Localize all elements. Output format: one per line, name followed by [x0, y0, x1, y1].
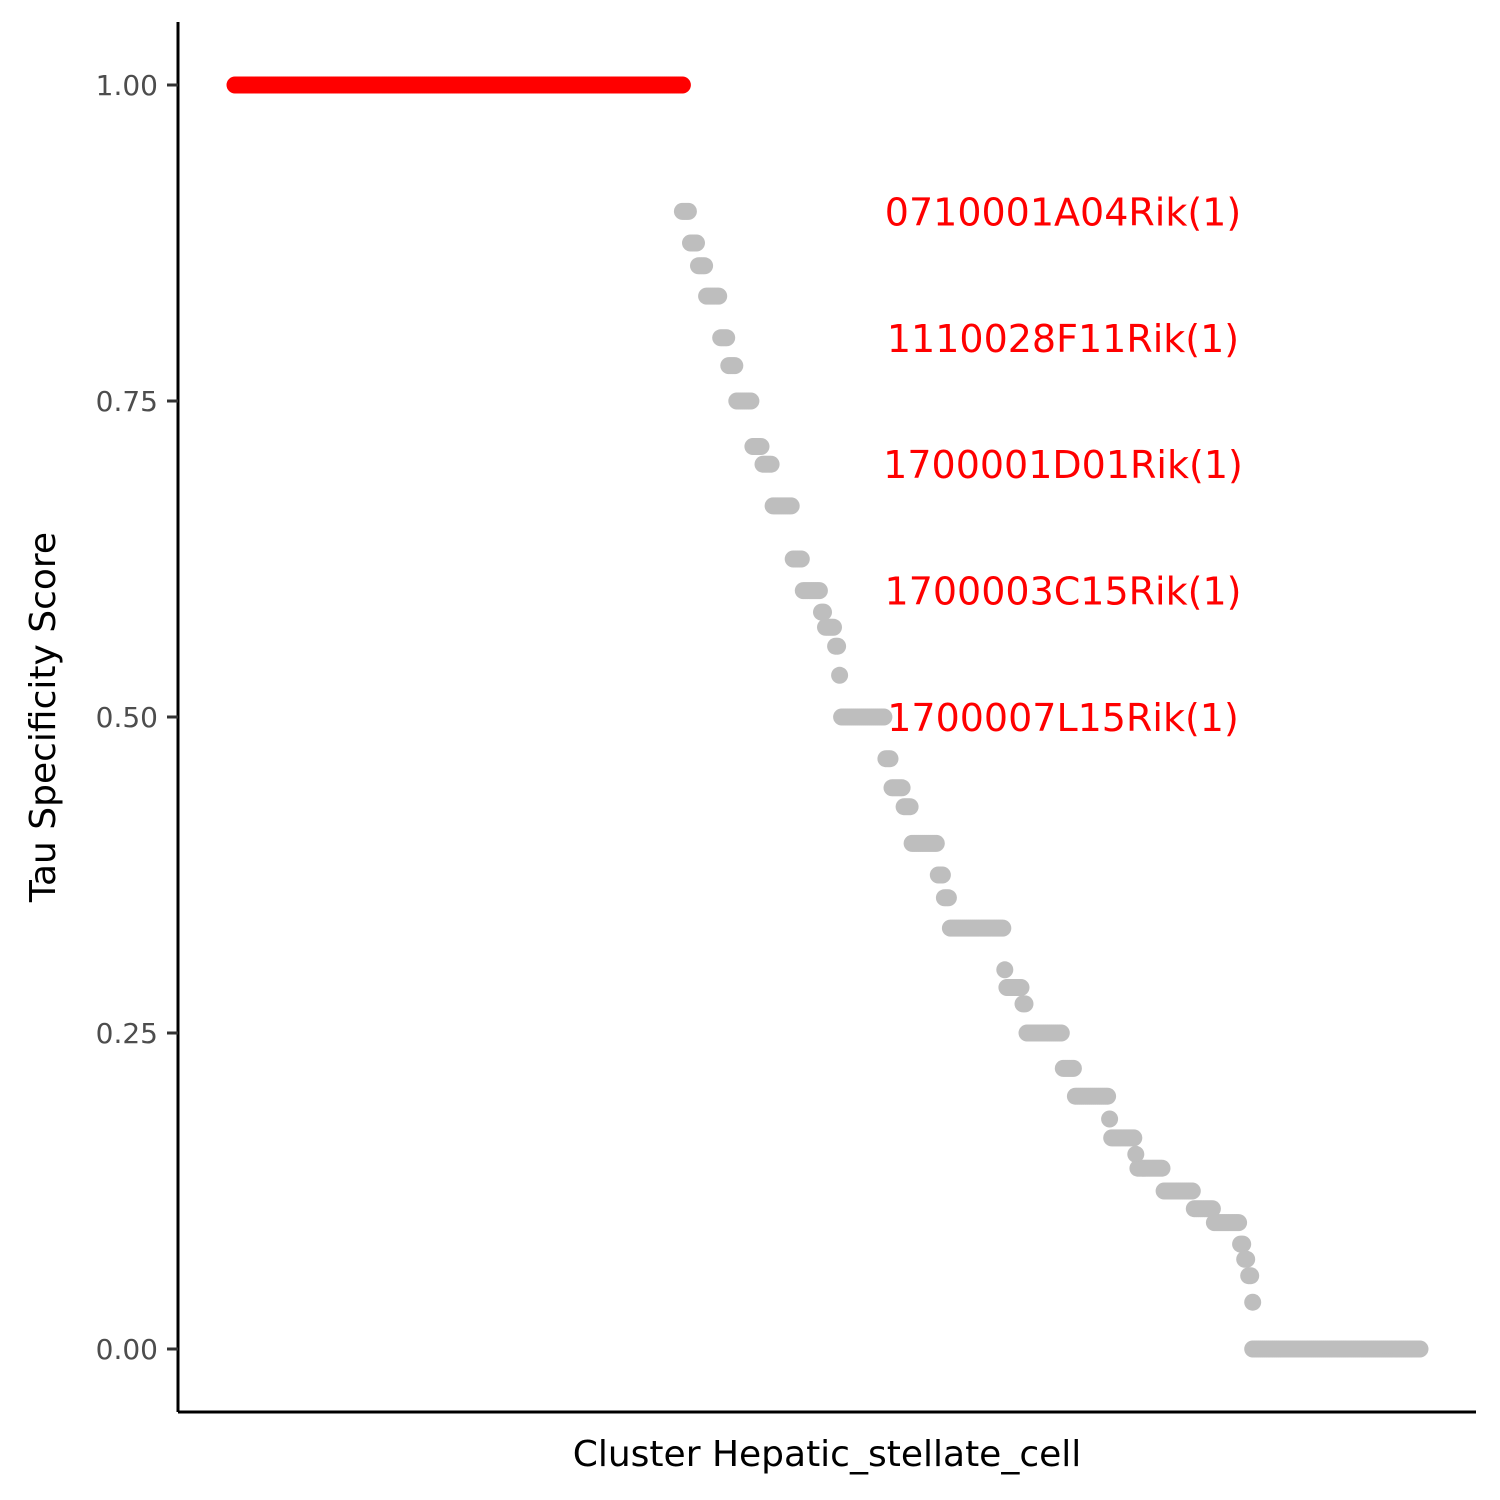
y-tick-label: 0.25	[96, 1017, 158, 1050]
data-point	[1203, 1200, 1221, 1218]
data-point	[1238, 1250, 1256, 1268]
gene-label: 1700001D01Rik(1)	[883, 443, 1243, 487]
data-point	[679, 202, 697, 220]
data-point	[782, 497, 800, 515]
data-point	[726, 357, 744, 375]
data-point	[762, 455, 780, 473]
y-axis-ticks: 0.00 0.25 0.50 0.75 1.00	[96, 69, 178, 1366]
y-tick-label: 0.00	[96, 1333, 158, 1366]
y-tick-label: 1.00	[96, 69, 158, 102]
data-point	[996, 961, 1014, 979]
data-point	[901, 798, 919, 816]
data-point	[875, 708, 893, 726]
data-point	[1012, 979, 1030, 996]
data-point	[792, 550, 810, 568]
data-point	[1242, 1267, 1260, 1285]
data-point	[831, 666, 849, 684]
data-point	[696, 257, 714, 275]
data-point	[688, 234, 705, 252]
data-point	[829, 637, 847, 655]
gene-label: 1700007L15Rik(1)	[887, 696, 1239, 740]
data-point	[710, 287, 728, 305]
gene-labels: 0710001A04Rik(1) 1110028F11Rik(1) 1700001D…	[883, 190, 1243, 740]
data-point	[1127, 1145, 1145, 1163]
points-layer	[226, 76, 1429, 1358]
data-point	[927, 834, 945, 852]
y-tick-label: 0.75	[96, 385, 158, 418]
data-point	[1052, 1024, 1070, 1042]
data-point	[1099, 1087, 1117, 1105]
data-point	[939, 889, 957, 907]
data-point	[815, 603, 832, 621]
data-point	[1230, 1214, 1248, 1232]
gene-label: 0710001A04Rik(1)	[885, 190, 1241, 234]
data-point	[1411, 1340, 1429, 1358]
highlight-point	[673, 76, 691, 94]
data-point	[825, 618, 842, 636]
data-point	[893, 779, 911, 797]
data-point	[1064, 1059, 1082, 1077]
y-axis-title: Tau Specificity Score	[23, 532, 64, 903]
data-point	[1153, 1159, 1171, 1177]
data-point	[1125, 1129, 1143, 1147]
x-axis-title: Cluster Hepatic_stellate_cell	[573, 1434, 1082, 1475]
data-point	[1016, 995, 1034, 1013]
data-point	[994, 919, 1012, 937]
gene-label: 1110028F11Rik(1)	[887, 317, 1239, 361]
data-point	[752, 438, 770, 455]
data-point	[933, 866, 951, 884]
y-tick-label: 0.50	[96, 701, 158, 734]
data-point	[881, 750, 899, 768]
data-point	[1101, 1110, 1119, 1128]
data-point	[1234, 1235, 1252, 1253]
data-point	[1244, 1293, 1262, 1311]
gene-label: 1700003C15Rik(1)	[885, 570, 1242, 614]
data-point	[810, 582, 828, 600]
data-point	[1183, 1182, 1201, 1200]
data-point	[742, 392, 760, 410]
data-point	[718, 329, 736, 347]
